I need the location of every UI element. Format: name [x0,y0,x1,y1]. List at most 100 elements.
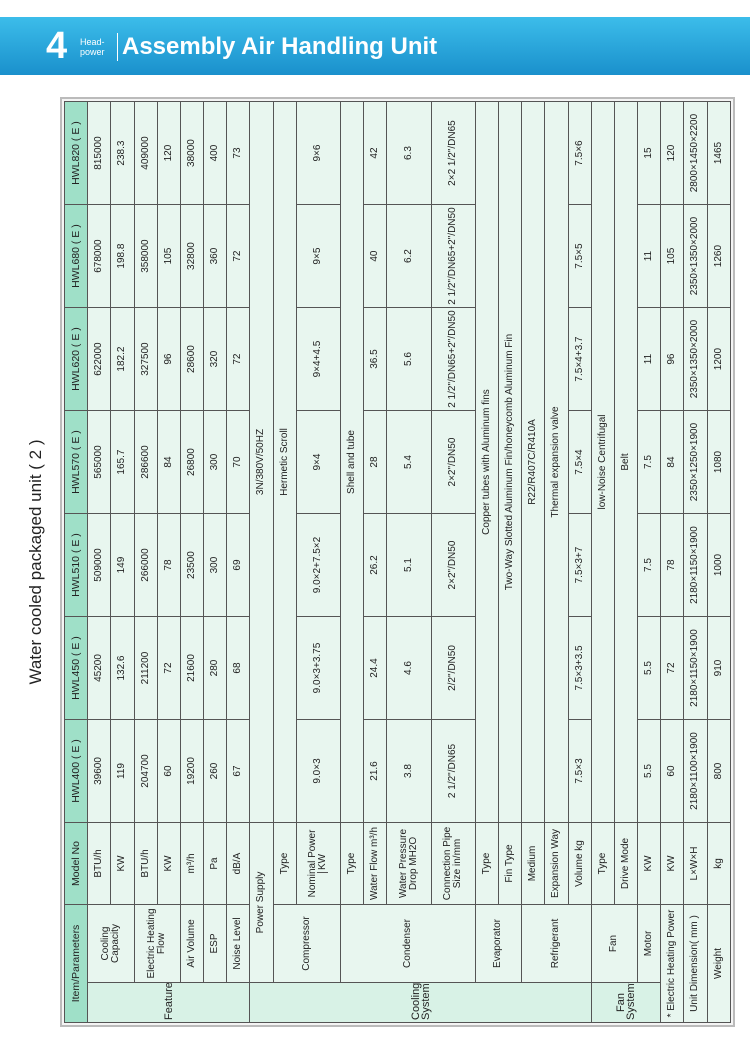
unit-label: Volume kg [568,822,592,905]
item-label: ESP [203,904,227,983]
value: 327500 [134,307,158,411]
unit-label: dB/A [226,822,250,905]
row: * Electric Heating Power KW 60 72 78 84 96 105 1… [660,101,684,1023]
value: 11 [637,204,661,308]
value: 9×6 [296,101,341,205]
value: Copper tubes with Aluminum fins [475,101,499,823]
row: Fan Systemv Fan Type low-Noise Centrifugal [591,101,661,1023]
value: 2350×1250×1900 [683,410,708,514]
brand-bottom: power [80,47,105,57]
row: Electric Heating Flow BTU/h 204700 211200 26… [134,101,181,1023]
value: 300 [203,513,227,617]
value: 39600 [87,719,111,823]
value: 7.5 [637,513,661,617]
value: 2 1/2"/DN65+2"/DN50 [431,204,476,308]
model: HWL400 ( E ) [64,719,88,823]
value: 7.5×5 [568,204,592,308]
value: 1465 [707,101,731,205]
value: 24.4 [363,616,387,720]
value: 105 [660,204,684,308]
value: 5.5 [637,616,661,720]
value: 7.5×6 [568,101,592,205]
unit-text: Drive Mode [619,837,631,890]
row: Weight kg 800 910 1000 1080 1200 1260 1465 [707,101,731,1023]
row: Volume kg 7.5×3 7.5×3+3.5 7.5×3+7 7.5×4 7.5×4… [568,101,592,1023]
value: 7.5×3 [568,719,592,823]
value: 815000 [87,101,111,205]
value: Thermal expansion valve [544,101,568,823]
rotated-sheet: Water cooled packaged unit ( 2 ) Item/Pa… [12,97,737,1027]
spec-table: Item/Parameters Model No HWL400 ( E ) HWL45… [64,101,731,1023]
unit-label: Water Pressure Drop MH2O [386,822,432,905]
value: 5.5 [637,719,661,823]
value: 2×2"/DN50 [431,513,476,617]
value: 2×2 1/2"/DN65 [431,101,476,205]
value: 9×4+4.5 [296,307,341,411]
value: 72 [157,616,181,720]
value: 5.6 [386,307,432,411]
value: low-Noise Centrifugal [591,101,615,823]
unit-label: Type [475,822,499,905]
model: HWL570 ( E ) [64,410,88,514]
value: 6.2 [386,204,432,308]
unit-label: KW [660,822,684,905]
item-label: Refrigerant [521,904,592,983]
group-label: Features [87,982,250,1023]
value: 78 [660,513,684,617]
item-header: Item/Parameters [64,904,88,1023]
row: Expansion Way Thermal expansion valve [544,101,568,1023]
value: 60 [157,719,181,823]
value: 11 [637,307,661,411]
unit-text: L×W×H [689,846,701,881]
value: 2×2"/DN50 [431,410,476,514]
value: 2/2"/DN50 [431,616,476,720]
value: 26800 [180,410,204,514]
value: 2180×1100×1900 [683,719,708,823]
value: 70 [226,410,250,514]
value: 7.5×3+7 [568,513,592,617]
value: 800 [707,719,731,823]
value: 1260 [707,204,731,308]
value: 182.2 [110,307,135,411]
value: 96 [157,307,181,411]
unit-text: Type [346,852,358,875]
unit-text: Expansion Way [550,828,562,899]
unit-label: Type [273,822,297,905]
value: 1080 [707,410,731,514]
value: 68 [226,616,250,720]
value: 211200 [134,616,158,720]
value: 72 [226,204,250,308]
value: 9.0×3+3.75 [296,616,341,720]
value: 266000 [134,513,158,617]
unit-text: Type [596,852,608,875]
row: Evaporator Type Copper tubes with Aluminum… [475,101,522,1023]
value: 260 [203,719,227,823]
unit-text: Fin Type [504,844,516,883]
unit-label: KW [110,822,135,905]
value: 565000 [87,410,111,514]
item-label: Power Supply [249,822,274,983]
row: Water Flow m³/h 21.6 24.4 26.2 28 36.5 40 42 [363,101,387,1023]
value: 28600 [180,307,204,411]
model: HWL450 ( E ) [64,616,88,720]
unit-text: m³/h [185,853,197,874]
row: Unit Dimension( mm ) L×W×H 2180×1100×1900 2… [683,101,708,1023]
unit-text: BTU/h [139,849,151,878]
value: 96 [660,307,684,411]
value: 6.3 [386,101,432,205]
brand-top: Head- [80,37,105,47]
value: 7.5×4+3.7 [568,307,592,411]
unit-label: Nominal Power KW [296,822,341,905]
unit-label: kg [707,822,731,905]
value: 7.5×4 [568,410,592,514]
row: Refrigerant Medium R22/R407C/R410A [521,101,592,1023]
unit-label: Medium [521,822,545,905]
unit-label: KW [157,822,181,905]
unit-text: KW [162,855,174,872]
unit-label: m³/h [180,822,204,905]
item-label: Evaporator [475,904,522,983]
value: 9×5 [296,204,341,308]
value: 400 [203,101,227,205]
value: 67 [226,719,250,823]
value: 4.6 [386,616,432,720]
